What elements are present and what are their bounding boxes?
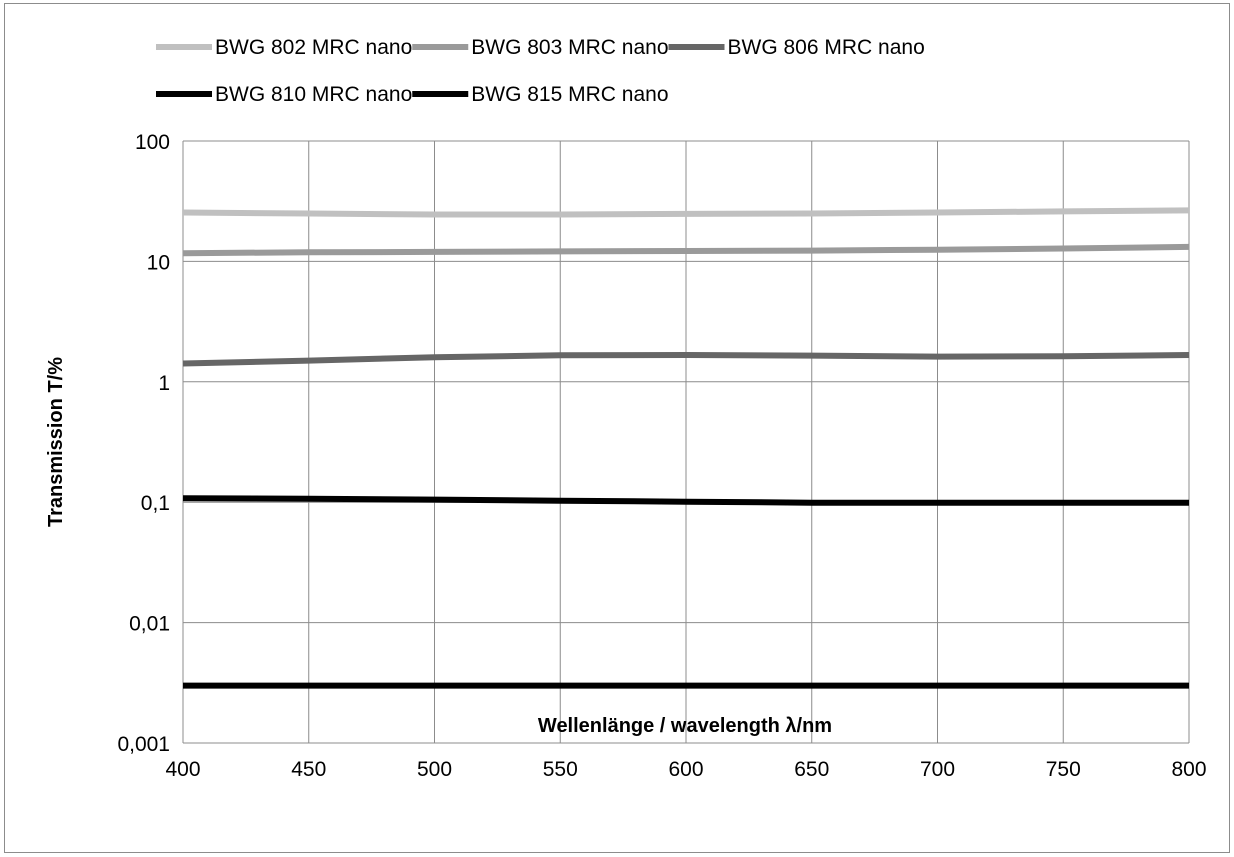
y-tick-label: 0,1 [141,492,170,515]
legend: BWG 802 MRC nano BWG 803 MRC nano BWG 806 … [156,36,925,106]
x-tick-label: 450 [291,758,326,781]
y-tick-label: 0,01 [129,613,170,636]
y-tick-label: 0,001 [117,733,170,756]
legend-label-2: BWG 803 MRC nano [471,36,668,59]
series-line-1 [182,207,1190,218]
legend-label-5: BWG 815 MRC nano [471,83,668,106]
x-axis-title: Wellenlänge / wavelength λ/nm [538,715,832,737]
x-tick-label: 550 [543,758,578,781]
y-tick-labels: 0,001 0,01 0,1 1 10 100 [117,131,170,756]
legend-label-4: BWG 810 MRC nano [215,83,412,106]
x-tick-label: 700 [920,758,955,781]
x-tick-labels: 400 450 500 550 600 650 700 750 800 [165,758,1206,781]
series-line-2 [182,243,1190,257]
x-tick-label: 400 [165,758,200,781]
y-axis-title: Transmission T/% [45,357,67,527]
x-tick-label: 800 [1171,758,1206,781]
legend-label-1: BWG 802 MRC nano [215,36,412,59]
x-tick-label: 650 [794,758,829,781]
grid [182,140,1190,744]
y-tick-label: 100 [135,131,170,154]
y-tick-label: 1 [158,372,170,395]
series-layer [182,207,1190,689]
x-tick-label: 500 [417,758,452,781]
x-tick-label: 600 [668,758,703,781]
chart-frame [4,3,1230,853]
series-line-4 [182,495,1189,506]
y-tick-label: 10 [147,251,170,274]
legend-label-3: BWG 806 MRC nano [728,36,925,59]
series-line-3 [182,352,1190,367]
x-tick-label: 750 [1046,758,1081,781]
